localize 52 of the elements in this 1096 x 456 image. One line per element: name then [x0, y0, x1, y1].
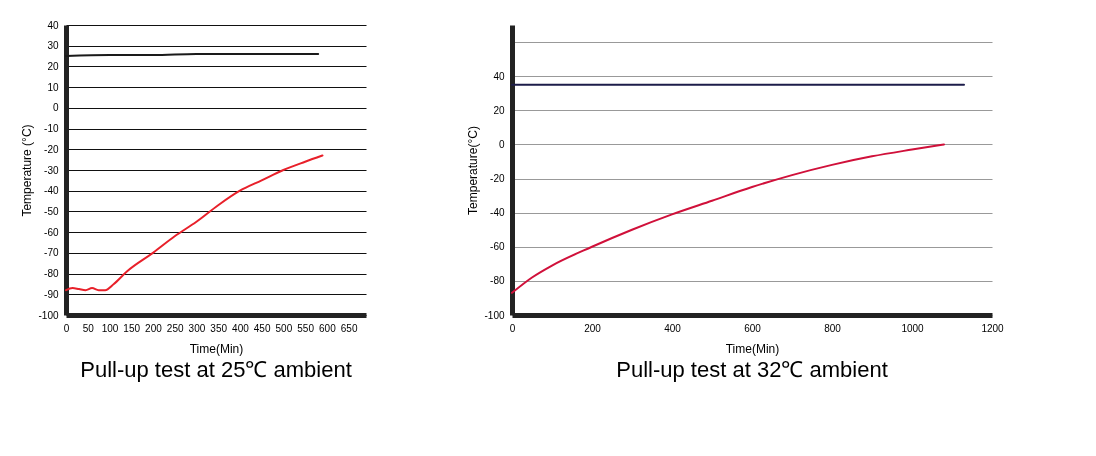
- y-tick-label: -80: [44, 268, 59, 280]
- text: Pull-up test at 25℃ ambient: [80, 357, 352, 382]
- y-tick-label: 0: [52, 102, 59, 114]
- x-axis-title: Time(Min): [189, 341, 244, 356]
- y-tick-label: -60: [44, 226, 59, 238]
- x-tick-label: 300: [188, 322, 206, 334]
- x-tick-label: 200: [145, 322, 163, 334]
- y-axis-title: Temperature (°C): [20, 124, 35, 217]
- x-tick-label: 0: [63, 322, 70, 334]
- x-tick-label: 0: [509, 322, 516, 334]
- y-tick-label: 40: [47, 19, 59, 31]
- x-tick-label: 200: [584, 322, 602, 334]
- y-tick-label: -20: [44, 143, 59, 155]
- y-tick-label: -70: [44, 247, 59, 259]
- x-tick-label: 50: [82, 322, 95, 334]
- x-tick-label: 600: [744, 322, 762, 334]
- line-series: [511, 143, 945, 294]
- x-tick-label: 450: [253, 322, 271, 334]
- x-tick-label: 500: [275, 322, 293, 334]
- y-tick-label: -100: [484, 309, 505, 321]
- y-tick-label: 10: [47, 81, 59, 93]
- y-tick-label: -20: [490, 173, 505, 185]
- x-tick-label: 650: [340, 322, 358, 334]
- y-tick-label: -40: [44, 185, 59, 197]
- x-tick-label: 1000: [901, 322, 925, 334]
- x-tick-label: 800: [824, 322, 842, 334]
- y-tick-label: -50: [44, 205, 59, 217]
- y-tick-label: 20: [493, 104, 505, 116]
- y-tick-label: -40: [490, 207, 505, 219]
- x-tick-label: 600: [319, 322, 337, 334]
- x-tick-label: 550: [297, 322, 315, 334]
- x-tick-label: 1200: [981, 322, 1005, 334]
- line-series: [65, 154, 324, 292]
- y-tick-label: 30: [47, 40, 59, 52]
- y-axis-title: Temperature(°C): [466, 126, 481, 215]
- x-tick-label: 350: [210, 322, 228, 334]
- y-tick-label: 0: [498, 138, 505, 150]
- text: Pull-up test at 32℃ ambient: [616, 357, 888, 382]
- y-tick-label: -30: [44, 164, 59, 176]
- y-tick-label: -100: [38, 309, 59, 321]
- x-tick-label: 400: [664, 322, 682, 334]
- y-tick-label: 20: [47, 60, 59, 72]
- y-tick-label: -90: [44, 288, 59, 300]
- y-tick-label: -10: [44, 123, 59, 135]
- x-tick-label: 400: [232, 322, 250, 334]
- y-tick-label: -80: [490, 275, 505, 287]
- y-tick-label: 40: [493, 70, 505, 82]
- x-axis-title: Time(Min): [725, 341, 780, 356]
- y-tick-label: -60: [490, 241, 505, 253]
- x-tick-label: 100: [101, 322, 119, 334]
- x-tick-label: 150: [123, 322, 141, 334]
- x-tick-label: 250: [166, 322, 184, 334]
